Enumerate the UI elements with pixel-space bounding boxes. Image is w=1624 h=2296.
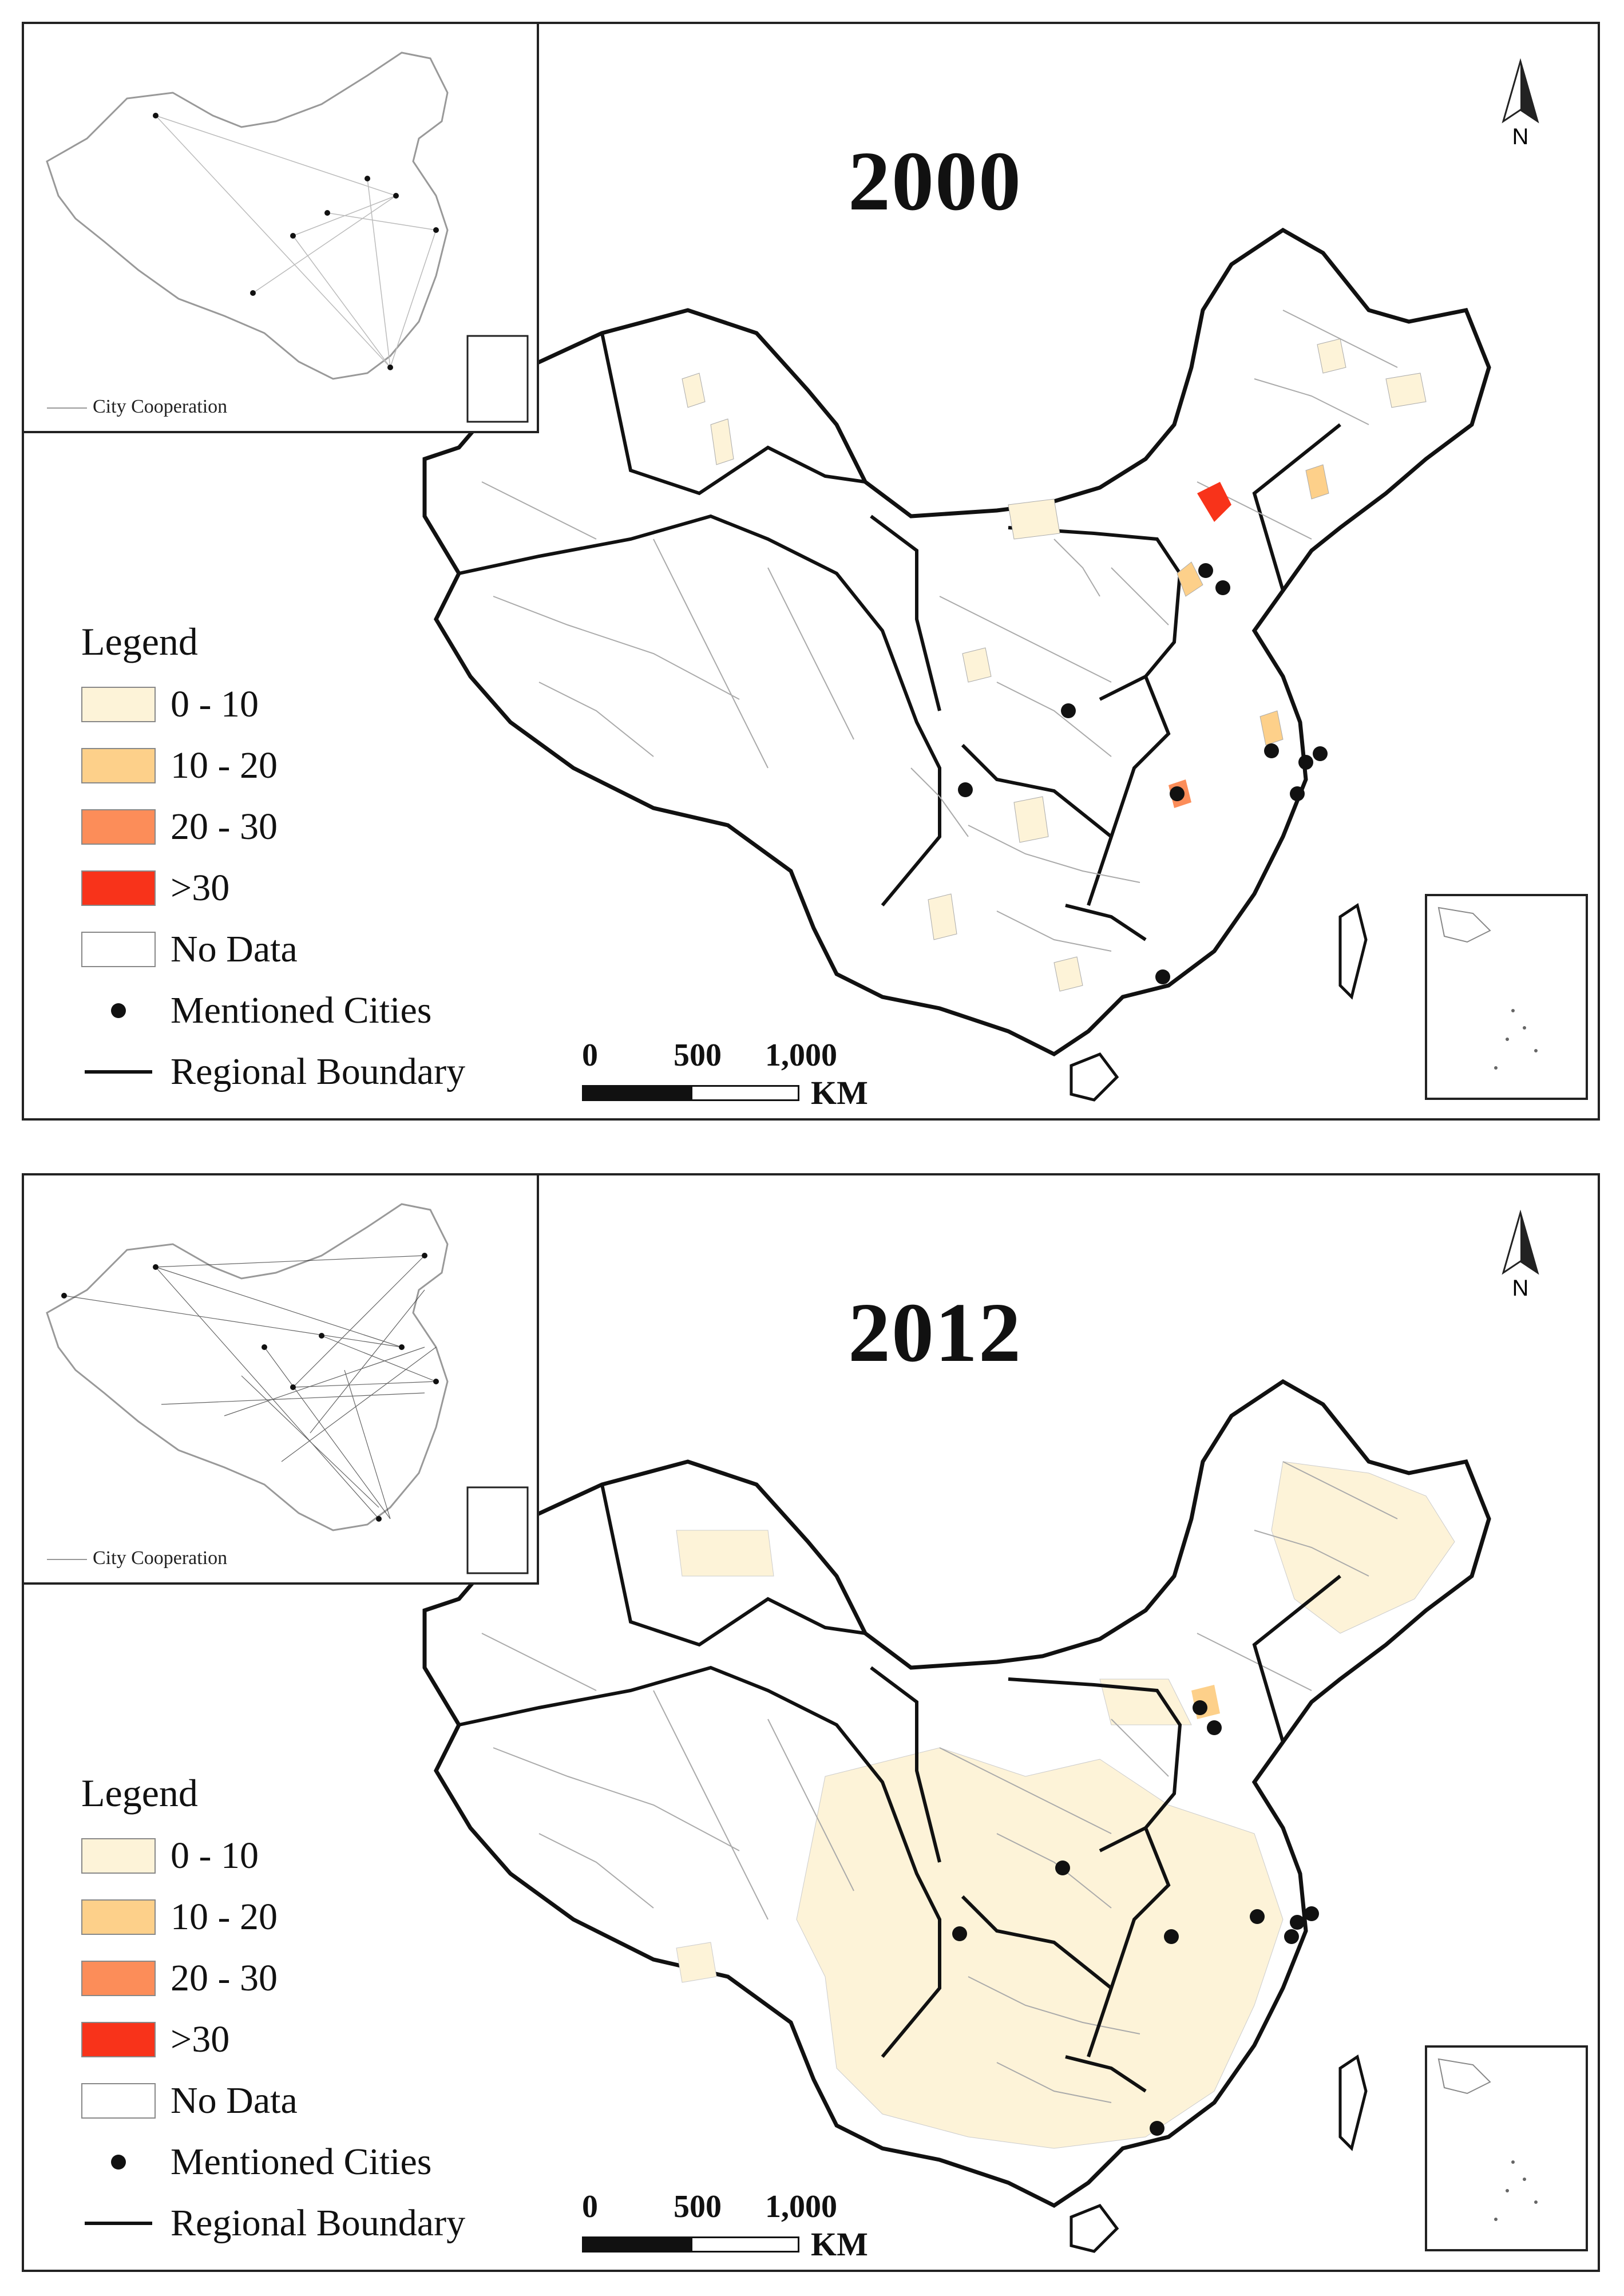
china-outline [422,227,1491,1057]
legend-class-4: No Data [81,2070,465,2131]
legend-class-0: 0 - 10 [81,674,465,735]
hainan-island [1070,1052,1119,1102]
legend-class-1: 10 - 20 [81,1886,465,1947]
mentioned-city-dots [958,563,1328,984]
svg-text:N: N [1512,1276,1529,1301]
legend-class-2: 20 - 30 [81,796,465,857]
legend-mentioned-cities: Mentioned Cities [81,2131,465,2192]
province-lines [481,310,1398,952]
svg-text:N: N [1512,124,1529,149]
regional-boundary [458,1484,1341,2093]
year-title: 2012 [848,1286,1022,1380]
legend-class-2: 20 - 30 [81,1947,465,2009]
legend-regional-boundary: Regional Boundary [81,1041,465,1102]
legend-regional-boundary: Regional Boundary [81,2192,465,2254]
inset-caption: City Cooperation [47,396,227,418]
scale-bar: 0 500 1,000 KM [582,1038,868,1111]
legend-class-3: >30 [81,857,465,919]
legend: Legend 0 - 10 10 - 20 20 - 30 >30 No Dat… [81,1771,465,2254]
legend-title: Legend [81,1771,198,1815]
legend-class-4: No Data [81,919,465,980]
south-china-sea-inset [1425,2045,1588,2251]
regional-boundary [458,332,1341,941]
legend-title: Legend [81,620,198,663]
legend-class-3: >30 [81,2009,465,2070]
taiwan-island [1338,2054,1368,2151]
china-map-2000 [422,227,1491,1102]
legend-class-0: 0 - 10 [81,1825,465,1886]
scale-bar: 0 500 1,000 KM [582,2189,868,2263]
china-map-2012 [422,1379,1491,2253]
inset-caption: City Cooperation [47,1547,227,1569]
province-lines [481,1461,1398,2103]
hainan-island [1070,2203,1119,2253]
china-outline [422,1379,1491,2208]
choropleth-patches [682,338,1427,992]
legend-class-1: 10 - 20 [81,735,465,796]
city-cooperation-inset-2012: City Cooperation [24,1175,539,1585]
city-cooperation-inset-2000: City Cooperation [24,24,539,433]
year-title: 2000 [848,134,1022,228]
map-panel-2012: City Cooperation 2012 N Legend 0 - 10 10… [22,1173,1600,2272]
north-arrow-icon: N [1502,58,1539,149]
south-china-sea-inset [1425,894,1588,1100]
map-panel-2000: City Cooperation 2000 N Legend 0 - 10 10… [22,22,1600,1121]
mentioned-city-dots [952,1700,1319,2136]
legend-mentioned-cities: Mentioned Cities [81,980,465,1041]
north-arrow-icon: N [1502,1210,1539,1301]
choropleth-patches [676,1461,1455,2149]
legend: Legend 0 - 10 10 - 20 20 - 30 >30 No Dat… [81,619,465,1102]
taiwan-island [1338,902,1368,1000]
